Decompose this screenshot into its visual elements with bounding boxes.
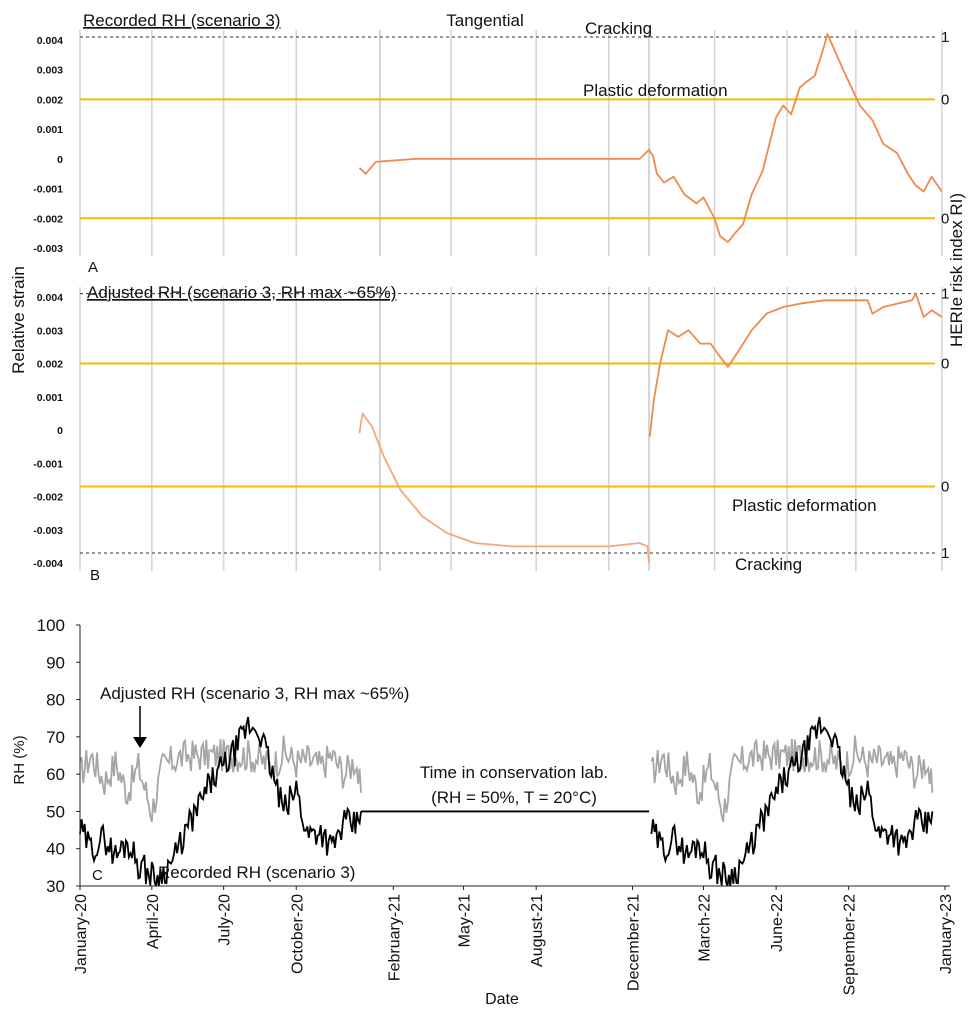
panel-a-strain-line (358, 33, 943, 244)
gridlines (79, 30, 943, 571)
adjusted-rh-line-repeat (650, 735, 934, 823)
panel-a-title: Recorded RH (scenario 3) (83, 11, 280, 30)
panel-b-cracking-label: Cracking (735, 555, 802, 574)
panel-c-x-tick-label: October-20 (289, 894, 306, 974)
panel-b-letter: B (90, 567, 100, 584)
panel-c-x-tick-label: May-21 (457, 894, 474, 947)
panel-b-risk-index-label: 0 (941, 356, 949, 373)
panel-c-x-tick-label: February-21 (386, 894, 403, 981)
panel-c-x-tick-label: January-20 (73, 894, 90, 974)
panel-b-strain-line (648, 292, 943, 437)
panel-b-risk-index-label: 1 (941, 286, 949, 303)
conservation-lab-annotation: Time in conservation lab. (420, 763, 608, 782)
panel-a-risk-index-label: 1 (941, 29, 949, 46)
panel-c-y-tick-label: 100 (37, 616, 65, 635)
panel-a-letter: A (88, 259, 98, 276)
panel-a-plastic-label: Plastic deformation (583, 81, 728, 100)
panel-b-title: Adjusted RH (scenario 3, RH max ~65%) (87, 283, 396, 302)
panel-b-y-tick-label: 0.004 (37, 292, 63, 304)
panel-c-x-tick-label: August-21 (529, 894, 546, 967)
panel-c-x-tick-label: June-22 (769, 894, 786, 952)
panel-a-y-tick-label: 0.003 (37, 65, 63, 77)
panel-b-risk-index-label: 1 (941, 545, 949, 562)
panel-b-y-tick-label: -0.003 (33, 525, 63, 537)
data-series (79, 33, 943, 887)
panel-b-y-tick-label: 0.002 (37, 359, 63, 371)
conservation-lab-conditions: (RH = 50%, T = 20°C) (431, 788, 597, 807)
y-axis-label-risk-index: HERIe risk index RI) (947, 193, 966, 347)
panel-c-x-tick-label: April-20 (145, 894, 162, 949)
panel-a-risk-index-label: 0 (941, 210, 949, 227)
panel-c-y-tick-label: 70 (46, 728, 65, 747)
panel-c-x-tick-label: December-21 (625, 894, 642, 991)
panel-c-y-tick-label: 50 (46, 802, 65, 821)
panel-a-y-tick-label: -0.003 (33, 243, 63, 255)
panel-c-y-tick-label: 40 (46, 840, 65, 859)
panel-b-y-tick-label: -0.002 (33, 492, 63, 504)
recorded-rh-annotation: Recorded RH (scenario 3) (158, 863, 355, 882)
adjusted-rh-annotation: Adjusted RH (scenario 3, RH max ~65%) (100, 684, 409, 703)
panel-a-cracking-label: Cracking (585, 19, 652, 38)
panel-a-y-tick-label: 0.004 (37, 35, 63, 47)
y-axis-label-strain: Relative strain (9, 266, 28, 374)
panel-c-x-tick-label: September-22 (842, 894, 859, 995)
panel-b-y-tick-label: -0.004 (33, 558, 63, 570)
panel-a-y-tick-label: 0 (57, 154, 63, 166)
panel-a-risk-index-label: 0 (941, 91, 949, 108)
panel-c-x-tick-label: January-23 (938, 894, 955, 974)
recorded-rh-line-repeat (650, 716, 934, 887)
axes: 0.004 0.003 0.002 0.001 0 -0.001 -0.002 -0.003 1… (33, 29, 955, 995)
panel-a-y-tick-label: 0.002 (37, 94, 63, 106)
panel-c-letter: C (92, 867, 103, 884)
panel-b-strain-line (358, 412, 650, 564)
panel-c-y-tick-label: 60 (46, 765, 65, 784)
panel-c-x-tick-label: March-22 (696, 894, 713, 962)
threshold-lines (80, 36, 935, 554)
panel-b-y-tick-label: 0 (57, 425, 63, 437)
panel-c-y-tick-label: 30 (46, 877, 65, 896)
panel-c-y-axis-label: RH (%) (11, 735, 28, 784)
panel-c-x-tick-label: July-20 (217, 894, 234, 946)
panel-a-subtitle: Tangential (446, 11, 524, 30)
panel-a-y-tick-label: -0.002 (33, 213, 63, 225)
recorded-rh-line (79, 716, 362, 887)
panel-b-risk-index-label: 0 (941, 479, 949, 496)
panel-a-y-tick-label: -0.001 (33, 184, 63, 196)
panel-a-y-tick-label: 0.001 (37, 124, 63, 136)
panel-b-plastic-label: Plastic deformation (732, 496, 877, 515)
panel-c-y-tick-label: 80 (46, 691, 65, 710)
x-axis-label: Date (485, 991, 519, 1008)
panel-b-y-tick-label: -0.001 (33, 458, 63, 470)
panel-b-y-tick-label: 0.003 (37, 325, 63, 337)
adjusted-rh-line (79, 735, 362, 823)
annotation-arrow-head (133, 737, 147, 748)
panel-b-y-tick-label: 0.001 (37, 392, 63, 404)
panel-c-y-tick-label: 90 (46, 653, 65, 672)
